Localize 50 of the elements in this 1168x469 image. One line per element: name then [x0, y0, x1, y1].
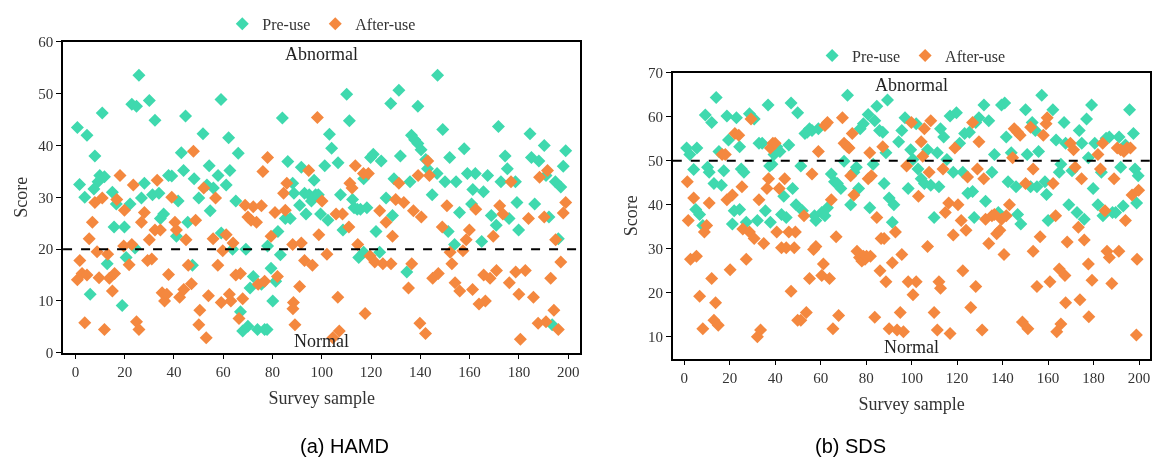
x-tick-label: 140 [991, 370, 1014, 387]
text: (a) HAMD [300, 435, 389, 457]
x-tick-label: 200 [556, 364, 580, 381]
y-tick-label: 40 [38, 137, 54, 154]
y-axis-title: Score [620, 195, 641, 237]
x-tick-label: 40 [767, 370, 783, 387]
x-tick-label: 200 [1127, 370, 1151, 387]
x-tick-label: 0 [71, 364, 80, 381]
y-tick-label: 50 [38, 86, 54, 103]
x-tick-label: 120 [945, 370, 969, 387]
x-tick-label: 80 [858, 370, 874, 387]
y-axis-title: Score [11, 176, 32, 218]
legend-label: After-use [355, 15, 416, 33]
annotation: Normal [294, 331, 349, 351]
x-tick-label: 120 [359, 364, 383, 381]
x-tick-label: 60 [215, 364, 231, 381]
y-tick-label: 20 [38, 241, 54, 258]
x-tick-label: 140 [409, 364, 432, 381]
x-tick-label: 180 [507, 364, 531, 381]
y-tick-label: 70 [648, 65, 664, 82]
y-tick-label: 0 [45, 344, 54, 361]
x-tick-label: 20 [722, 370, 738, 387]
y-tick-label: 60 [38, 34, 54, 51]
x-axis-title: Survey sample [858, 393, 965, 414]
x-axis-title: Survey sample [268, 388, 376, 409]
annotation: Abnormal [875, 75, 948, 95]
x-tick-label: 0 [680, 370, 688, 387]
x-tick-label: 100 [900, 370, 923, 387]
x-tick-label: 160 [1036, 370, 1060, 387]
y-tick-label: 30 [648, 240, 664, 257]
y-tick-label: 10 [648, 328, 664, 345]
y-tick-label: 10 [38, 293, 54, 310]
y-tick-label: 20 [648, 284, 664, 301]
legend-label: Pre-use [852, 47, 901, 65]
x-tick-label: 60 [813, 370, 829, 387]
x-tick-label: 160 [458, 364, 481, 381]
x-tick-label: 100 [310, 364, 334, 381]
y-tick-label: 30 [38, 189, 54, 206]
text: (b) SDS [815, 435, 887, 457]
y-tick-label: 40 [648, 196, 664, 213]
x-tick-label: 180 [1082, 370, 1105, 387]
annotation: Abnormal [285, 44, 358, 64]
x-tick-label: 20 [117, 364, 133, 381]
y-tick-label: 60 [648, 109, 664, 126]
annotation: Normal [884, 337, 939, 357]
x-tick-label: 40 [166, 364, 182, 381]
legend-label: Pre-use [262, 15, 311, 33]
y-tick-label: 50 [648, 152, 664, 169]
legend-label: After-use [945, 47, 1006, 65]
x-tick-label: 80 [265, 364, 280, 381]
